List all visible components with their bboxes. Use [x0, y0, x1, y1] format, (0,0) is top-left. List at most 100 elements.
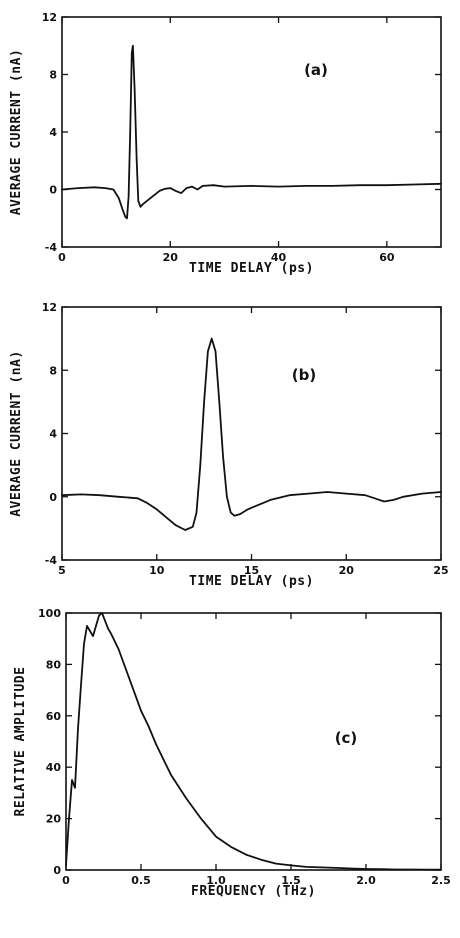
x-tick-label: 0.5	[131, 874, 151, 887]
data-point	[132, 45, 134, 47]
x-tick-label: 20	[163, 251, 179, 264]
data-point	[215, 836, 217, 838]
data-point	[148, 199, 150, 201]
x-tick-label: 60	[379, 251, 395, 264]
data-point	[195, 511, 198, 514]
y-tick-label: 8	[49, 364, 57, 377]
data-point	[77, 187, 79, 189]
data-point	[200, 818, 202, 820]
plot-frame	[65, 612, 442, 871]
data-point	[175, 190, 177, 192]
data-point	[440, 183, 442, 185]
data-point	[247, 508, 249, 510]
data-point	[146, 502, 148, 504]
y-tick-label: 80	[46, 658, 62, 671]
data-point	[202, 185, 204, 187]
data-point	[134, 88, 136, 90]
data-point	[126, 217, 128, 219]
data-point	[386, 184, 388, 186]
data-point	[61, 188, 63, 191]
data-point	[185, 797, 187, 799]
data-point	[395, 868, 397, 871]
data-point	[269, 499, 272, 501]
data-point	[170, 774, 172, 776]
y-tick-label: 100	[38, 607, 61, 620]
data-point	[326, 491, 328, 493]
data-point	[68, 818, 70, 820]
data-point	[129, 131, 131, 133]
y-tick-label: 40	[46, 761, 62, 774]
x-tick-label: 0	[62, 874, 70, 887]
y-tick-label: 20	[46, 813, 62, 826]
y-tick-label: 12	[42, 301, 57, 314]
data-point	[147, 725, 150, 727]
data-point	[191, 186, 193, 188]
data-point	[118, 496, 120, 498]
data-point	[335, 867, 337, 869]
data-point	[83, 643, 85, 645]
data-point	[250, 185, 253, 187]
data-point	[117, 648, 120, 650]
data-point	[65, 864, 67, 866]
data-point	[203, 401, 205, 403]
data-point	[86, 625, 88, 627]
data-point	[222, 456, 224, 458]
x-axis-label: TIME DELAY (ps)	[189, 574, 314, 589]
data-point	[305, 185, 307, 187]
data-point	[107, 627, 109, 630]
panel-label: (b)	[292, 366, 316, 384]
data-point	[156, 508, 158, 510]
data-point	[402, 496, 404, 498]
data-point	[226, 496, 228, 498]
data-point	[104, 620, 106, 622]
plot-frame	[61, 16, 442, 248]
data-point	[112, 188, 114, 191]
data-point	[99, 494, 101, 496]
data-point	[230, 846, 232, 848]
data-point	[213, 184, 215, 186]
data-point	[184, 529, 186, 531]
data-point	[136, 160, 138, 162]
data-point	[332, 185, 334, 187]
data-point	[101, 612, 103, 614]
y-tick-label: 12	[42, 11, 57, 24]
data-point	[305, 866, 307, 868]
data-point	[95, 625, 97, 627]
x-tick-label: 40	[271, 251, 287, 264]
data-point	[169, 187, 171, 189]
data-point	[155, 743, 157, 745]
data-point	[131, 52, 133, 54]
data-point	[153, 194, 155, 196]
data-point	[218, 401, 220, 403]
data-point	[359, 184, 361, 186]
data-point	[122, 209, 124, 211]
series-line	[61, 44, 442, 220]
y-tick-label: -4	[45, 554, 58, 567]
data-point	[254, 505, 256, 507]
data-point	[223, 186, 225, 188]
data-point	[158, 190, 161, 192]
data-point	[128, 196, 130, 198]
data-point	[74, 787, 76, 789]
data-point	[350, 867, 352, 870]
data-point	[239, 513, 241, 515]
plot-frame	[61, 306, 442, 561]
data-point	[104, 187, 106, 189]
x-tick-label: 25	[433, 564, 448, 577]
x-tick-label: 2.0	[356, 874, 376, 887]
y-tick-label: 4	[49, 428, 57, 441]
x-tick-label: 1.0	[206, 874, 226, 887]
data-point	[413, 183, 415, 186]
data-point	[364, 494, 366, 496]
panel-b: 5 10 15 20 25 -4 0 4 8 12 TIME DELAY (ps) AVERAGE C…	[9, 301, 449, 589]
data-point	[93, 186, 96, 188]
data-point	[425, 869, 427, 871]
data-point	[140, 710, 142, 712]
y-tick-label: -4	[45, 241, 58, 254]
data-point	[245, 854, 247, 856]
y-tick-label: 0	[49, 184, 57, 197]
panel-label: (c)	[335, 729, 358, 747]
x-tick-label: 15	[244, 564, 259, 577]
x-tick-label: 1.5	[281, 874, 301, 887]
data-point	[180, 192, 182, 194]
